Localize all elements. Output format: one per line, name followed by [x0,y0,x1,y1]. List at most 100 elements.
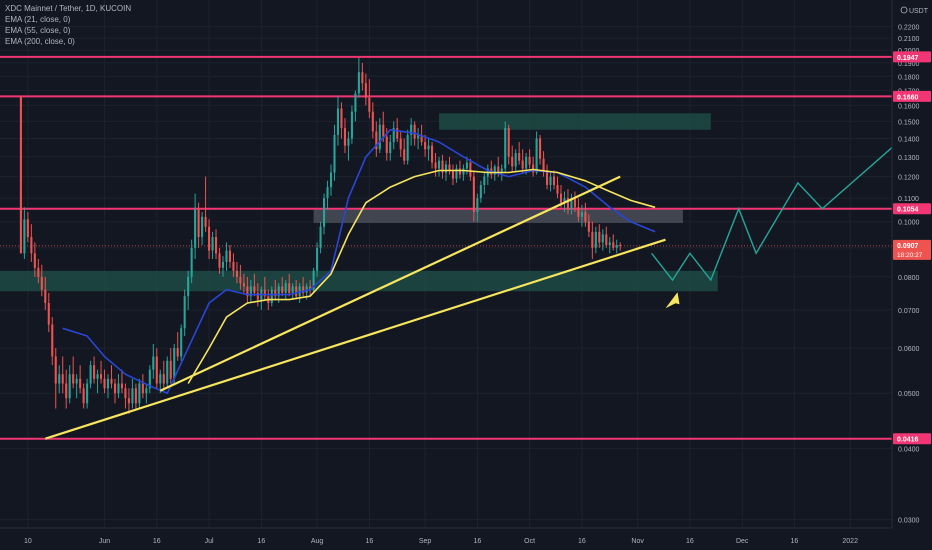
candle [608,237,611,254]
candle-body [110,378,113,384]
candle-body [577,207,580,217]
symbol-title[interactable]: XDC Mainnet / Tether, 1D, KUCOIN [5,4,132,13]
candle [288,273,291,297]
candle [218,247,221,274]
candle-body [173,348,176,379]
candle [295,280,298,300]
candle-body [542,158,545,171]
price-tick-label: 0.0700 [898,308,920,315]
candle-body [214,237,218,254]
price-tick-label: 0.0400 [898,446,920,453]
candle-body [420,134,423,143]
candle [169,348,172,384]
candle-body [546,170,549,185]
candle-body [176,348,179,357]
candle-body [47,302,50,325]
currency-label[interactable]: USDT [909,8,929,15]
candle-body [23,219,26,254]
candle [138,378,141,409]
candle [47,292,50,333]
candle-body [44,289,47,303]
candle [392,121,395,150]
candle-body [476,198,479,213]
candle [455,164,458,183]
arrow-annotation [665,292,680,309]
level-label-bg [893,433,931,445]
time-tick-label: 16 [473,538,481,545]
candle [120,369,123,394]
candle-body [417,134,420,139]
candle [221,256,225,277]
candle-body [406,134,409,161]
candle-body [608,242,611,246]
candle [612,234,615,251]
candle [58,365,61,394]
candle-body [451,170,455,179]
candle [504,121,507,173]
candle [532,156,535,177]
candle [82,383,85,409]
candle [424,134,427,157]
candle-body [30,237,33,254]
candle [106,374,110,399]
candle [472,170,475,222]
level-label[interactable]: 0.0416 [897,437,919,444]
zones-layer [0,113,718,292]
candle-body [65,383,68,399]
candle-body [37,267,40,277]
candle [211,231,214,260]
candle-body [601,234,604,243]
time-tick-label: Aug [311,538,324,545]
candle-body [256,292,259,300]
candle-body [549,176,552,185]
candle-body [75,378,78,384]
candle-body [566,198,569,210]
indicator-ema-55[interactable]: EMA (55, close, 0) [5,26,71,35]
indicator-ema-21[interactable]: EMA (21, close, 0) [5,15,71,24]
candle [542,151,545,177]
candle-body [274,289,277,297]
candle [110,365,113,389]
candle-body [120,383,123,389]
price-tick-label: 0.2200 [898,25,920,32]
indicator-ema-200[interactable]: EMA (200, close, 0) [5,37,75,46]
candle [249,280,252,303]
candle-body [253,286,256,293]
candle-body [441,160,444,173]
candle [570,193,573,215]
candle [166,356,169,389]
candle-body [591,231,594,248]
candle [427,138,430,161]
candle-body [364,83,367,98]
level-label[interactable]: 0.1660 [897,94,919,101]
candle [431,142,434,169]
candle [89,360,92,389]
candle [23,207,26,260]
time-tick-label: Sep [419,538,432,545]
level-label-bg [893,203,931,215]
price-axis[interactable]: 0.22000.21000.20000.19000.18000.17000.16… [891,0,932,550]
candle [326,180,329,210]
time-tick-label: 16 [686,538,694,545]
candle [284,280,287,300]
ema-layer [62,129,656,394]
candle [601,229,604,251]
candle [406,129,409,165]
candle [417,128,420,150]
time-axis[interactable]: 10 Jun 16 Jul 16 Aug 16 Sep 16 Oct 16 Nov 16 Dec 16 202… [0,527,932,550]
candle [242,273,245,293]
candle-body [559,193,563,203]
level-label[interactable]: 0.1054 [897,207,919,214]
candle-body [340,108,343,129]
candle [79,365,82,394]
candle-body [336,108,340,135]
level-label[interactable]: 0.1947 [897,55,919,62]
candle-body [228,250,232,262]
candle [323,193,326,235]
candle-body [455,168,458,179]
candle-body [124,388,127,399]
candle-body [528,156,531,165]
candle [152,344,155,379]
last-price-label[interactable]: 0.0907 [897,243,919,250]
